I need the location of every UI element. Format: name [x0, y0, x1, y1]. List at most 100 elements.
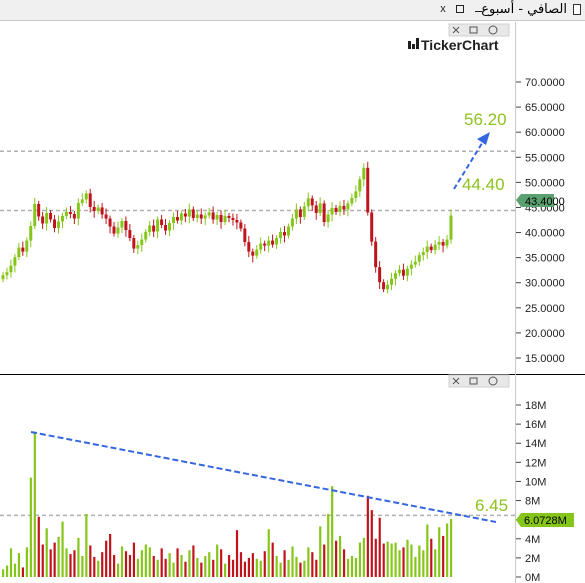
- volume-bar: [319, 526, 322, 577]
- volume-bar: [128, 555, 132, 577]
- candle-body: [286, 226, 290, 236]
- settings-panel-icon[interactable]: [488, 25, 498, 35]
- candle-body: [271, 240, 275, 245]
- candle-body: [393, 273, 397, 279]
- volume-tick-label: 2M: [525, 553, 540, 565]
- candle-body: [21, 247, 25, 252]
- volume-bar: [109, 534, 112, 577]
- volume-bar: [73, 550, 76, 577]
- volume-bar: [315, 559, 318, 577]
- candle-body: [152, 225, 156, 232]
- volume-bar: [144, 544, 147, 577]
- candle-body: [259, 243, 263, 250]
- candle-body: [338, 205, 342, 212]
- volume-bar: [29, 477, 32, 577]
- volume-bar: [208, 552, 211, 577]
- volume-bar: [323, 544, 326, 577]
- volume-bar: [259, 560, 262, 577]
- volume-bar: [204, 555, 207, 577]
- volume-bar: [124, 551, 128, 577]
- candle-body: [342, 205, 346, 210]
- volume-axis: 18M16M14M12M10M8M6M4M2M0M: [516, 400, 546, 583]
- volume-bar: [21, 567, 25, 577]
- candle-body: [53, 219, 57, 229]
- volume-bar: [239, 552, 243, 577]
- candle-body: [374, 241, 378, 268]
- candle-body: [156, 219, 160, 232]
- candle-body: [223, 215, 227, 223]
- candle-body: [203, 215, 207, 219]
- volume-bar: [422, 550, 425, 577]
- candle-body: [116, 227, 120, 234]
- price-axis: 70.000065.000060.000055.000050.000045.00…: [516, 77, 565, 365]
- volume-bar: [25, 547, 28, 577]
- maximize-panel-icon[interactable]: [469, 26, 478, 34]
- candle-body: [326, 214, 330, 223]
- volume-bar: [192, 545, 195, 577]
- candle-body: [314, 205, 318, 213]
- volume-level-label: 6.45: [475, 496, 508, 515]
- volume-bar: [247, 557, 251, 577]
- close-panel-icon[interactable]: [452, 377, 460, 385]
- volume-bar: [220, 549, 223, 577]
- volume-bar: [235, 530, 239, 577]
- minimize-icon[interactable]: [472, 3, 484, 15]
- candle-body: [239, 222, 243, 229]
- candle-body: [25, 240, 29, 252]
- volume-bar: [81, 555, 84, 577]
- maximize-panel-icon[interactable]: [469, 377, 478, 385]
- candle-body: [227, 215, 231, 218]
- price-tick-label: 55.0000: [525, 152, 565, 164]
- volume-bar: [267, 529, 270, 577]
- candle-body: [199, 214, 203, 219]
- candle-body: [13, 257, 17, 266]
- volume-bar: [180, 555, 183, 577]
- volume-bar: [382, 543, 385, 577]
- candle-body: [17, 247, 21, 258]
- candle-body: [310, 198, 314, 206]
- candle-body: [255, 249, 259, 256]
- volume-bar: [434, 549, 437, 577]
- volume-bar: [216, 544, 219, 577]
- candle-body: [401, 269, 405, 276]
- settings-panel-icon[interactable]: [488, 376, 498, 386]
- close-panel-icon[interactable]: [452, 26, 460, 34]
- volume-bar: [342, 549, 346, 577]
- volume-bar: [446, 523, 449, 577]
- candle-body: [76, 202, 80, 219]
- volume-bar: [2, 569, 5, 577]
- candle-body: [128, 230, 132, 239]
- document-icon: [573, 4, 581, 15]
- volume-bar: [120, 546, 124, 577]
- candle-body: [382, 282, 386, 290]
- candle-body: [429, 246, 433, 251]
- volume-tick-label: 0M: [525, 572, 540, 583]
- volume-bar: [212, 559, 215, 577]
- candle-body: [187, 209, 191, 217]
- price-tick-label: 35.0000: [525, 253, 565, 265]
- close-button[interactable]: x: [440, 3, 446, 15]
- volume-bar: [85, 513, 88, 577]
- volume-bar: [350, 555, 354, 577]
- volume-tick-label: 8M: [525, 496, 540, 508]
- candle-body: [171, 216, 175, 224]
- volume-bar: [17, 553, 21, 577]
- volume-bar: [410, 544, 413, 577]
- candlestick-series: [1, 161, 453, 294]
- price-panel-controls: [448, 23, 510, 37]
- candle-body: [302, 206, 306, 217]
- volume-bar: [358, 542, 362, 577]
- candle-body: [120, 221, 124, 228]
- candle-body: [49, 212, 53, 220]
- maximize-icon[interactable]: [454, 3, 466, 15]
- candle-body: [179, 213, 183, 221]
- volume-bar: [69, 554, 72, 577]
- candle-body: [80, 199, 84, 203]
- candle-body: [160, 219, 164, 226]
- volume-bar: [251, 553, 254, 577]
- volume-bar: [148, 547, 151, 577]
- volume-bar: [156, 559, 159, 577]
- candle-body: [45, 212, 49, 224]
- volume-bar: [362, 537, 365, 577]
- candle-body: [96, 207, 100, 211]
